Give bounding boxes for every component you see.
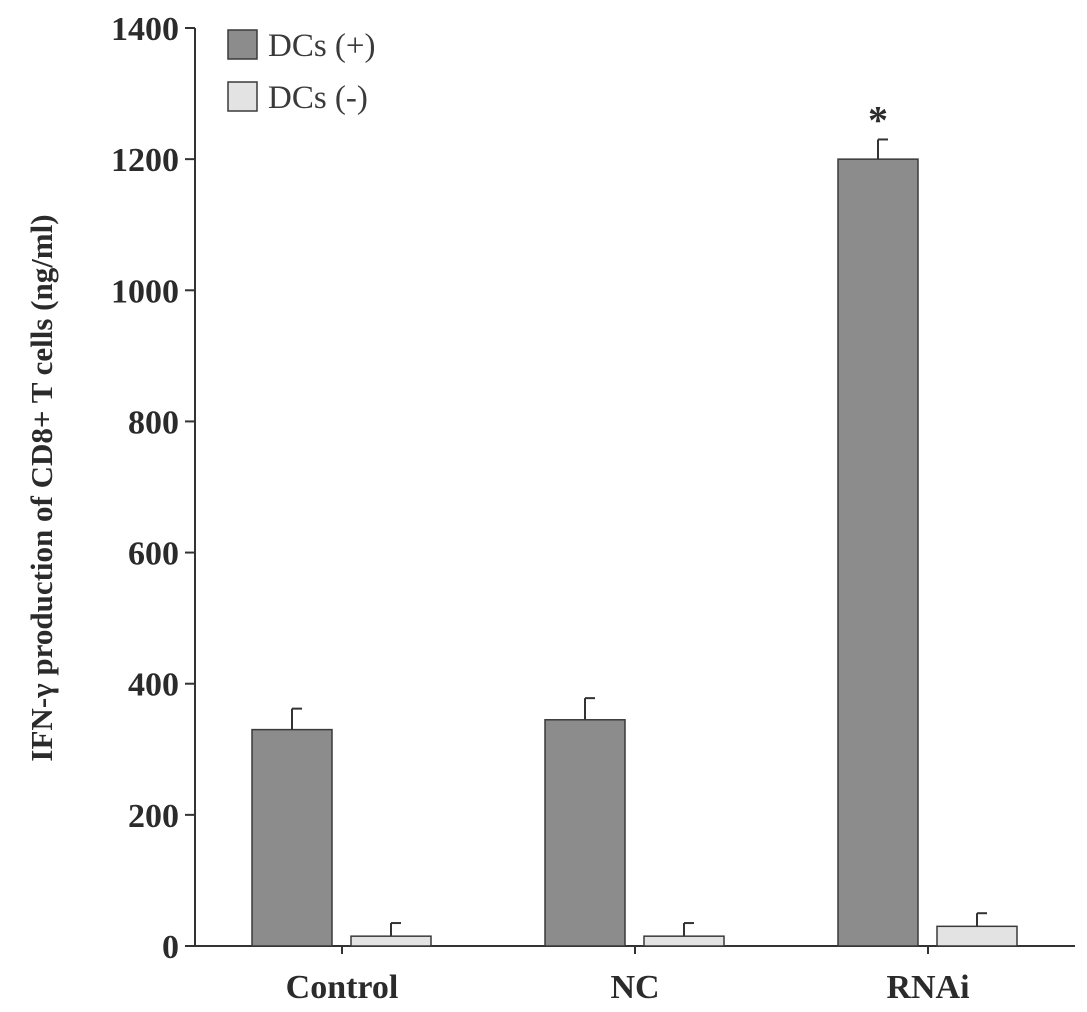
legend-label: DCs (+)	[268, 28, 376, 64]
bar-nc-dcs-plus	[544, 719, 626, 947]
bar-rnai-dcs-plus	[837, 158, 919, 947]
annotations: *	[868, 97, 888, 142]
bar-control-dcs-minus	[350, 935, 432, 947]
y-tick-label: 200	[128, 798, 179, 835]
legend-swatch	[227, 29, 258, 60]
bar-nc-dcs-minus	[643, 935, 725, 947]
x-tick-labels: Control NC RNAi	[286, 946, 970, 1006]
bars	[251, 138, 1018, 947]
significance-asterisk: *	[868, 97, 888, 142]
y-tick-label: 800	[128, 404, 179, 441]
y-tick-label: 1400	[111, 11, 179, 48]
y-tick-label: 0	[162, 929, 179, 966]
y-tick-label: 600	[128, 536, 179, 573]
y-axis-title: IFN-γ production of CD8+ T cells (ng/ml)	[24, 214, 59, 761]
x-tick-label-control: Control	[286, 969, 399, 1006]
bar-control-dcs-plus	[251, 728, 333, 947]
y-tick-label: 1000	[111, 273, 179, 310]
legend: DCs (+) DCs (-)	[227, 28, 376, 116]
y-tick-label: 1200	[111, 142, 179, 179]
y-ticks: 0 200 400 600 800 1000 1200 1400	[111, 11, 195, 966]
legend-label: DCs (-)	[268, 80, 368, 116]
bar-rnai-dcs-minus	[936, 925, 1018, 947]
legend-swatch	[227, 81, 258, 112]
x-tick-label-nc: NC	[610, 969, 659, 1006]
x-tick-label-rnai: RNAi	[886, 969, 969, 1006]
y-tick-label: 400	[128, 667, 179, 704]
